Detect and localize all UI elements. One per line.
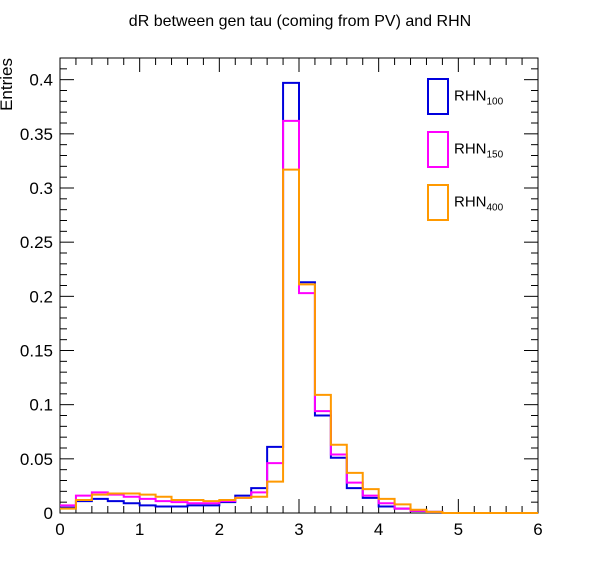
y-tick-label: 0.4 bbox=[29, 71, 53, 90]
x-tick-label: 2 bbox=[215, 520, 224, 539]
legend-swatch bbox=[427, 78, 449, 115]
y-axis-label: Entries bbox=[0, 58, 16, 111]
y-tick-label: 0.2 bbox=[29, 287, 53, 306]
y-tick-label: 0 bbox=[44, 504, 53, 523]
legend-entry: RHN400 bbox=[454, 194, 504, 214]
legend-entry: RHN100 bbox=[454, 88, 504, 108]
legend: RHN100 RHN150 RHN400 bbox=[427, 78, 504, 221]
legend-swatch bbox=[427, 131, 449, 168]
y-tick-label: 0.15 bbox=[20, 342, 53, 361]
x-tick-label: 0 bbox=[55, 520, 64, 539]
y-tick-label: 0.3 bbox=[29, 179, 53, 198]
x-tick-label: 4 bbox=[374, 520, 383, 539]
y-tick-label: 0.05 bbox=[20, 450, 53, 469]
series-400-line bbox=[60, 168, 538, 514]
x-tick-label: 3 bbox=[294, 520, 303, 539]
series-layer bbox=[60, 81, 538, 514]
chart-title: dR between gen tau (coming from PV) and … bbox=[129, 13, 471, 30]
y-tick-label: 0.25 bbox=[20, 233, 53, 252]
x-tick-label: 6 bbox=[533, 520, 542, 539]
x-tick-label: 1 bbox=[135, 520, 144, 539]
y-tick-label: 0.35 bbox=[20, 125, 53, 144]
y-axis: 0 0.05 0.1 0.15 0.2 0.25 0.3 0.35 0.4 bbox=[20, 57, 538, 523]
x-tick-label: 5 bbox=[454, 520, 463, 539]
x-axis: 0 1 2 3 4 5 6 bbox=[55, 58, 543, 539]
legend-swatch bbox=[427, 184, 449, 221]
y-tick-label: 0.1 bbox=[29, 396, 53, 415]
legend-entry: RHN150 bbox=[454, 141, 504, 161]
